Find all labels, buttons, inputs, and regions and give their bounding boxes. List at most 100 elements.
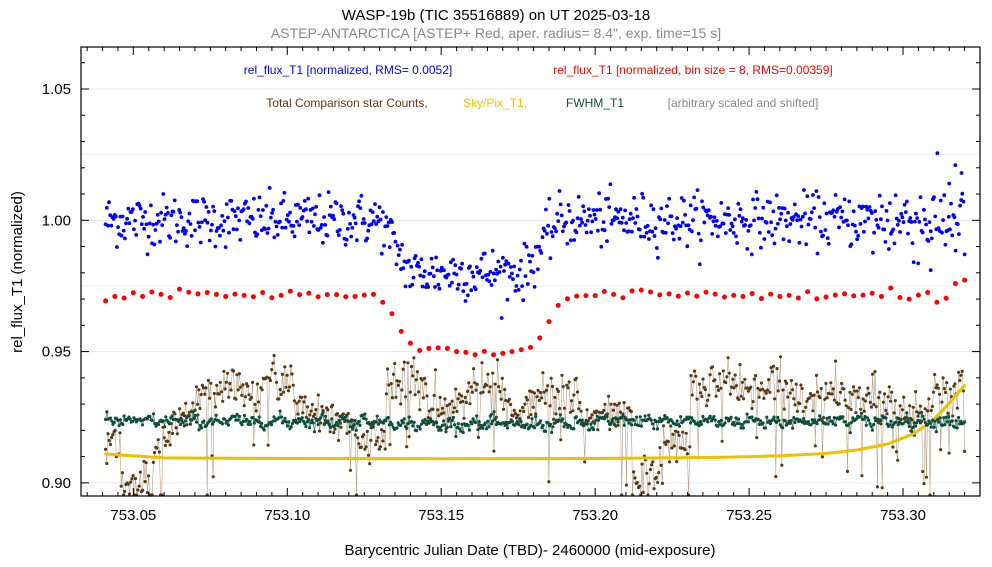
comparison-counts-point [609,402,613,406]
fwhm-point [910,429,914,433]
rel-flux-point [683,213,687,217]
comparison-counts-point [762,396,766,400]
comparison-counts-point [890,390,894,394]
fwhm-point [771,417,775,422]
fwhm-point [558,413,562,417]
rel-flux-point [813,225,818,230]
fwhm-point [739,426,743,430]
rel-flux-point [731,231,736,235]
fwhm-point [504,420,508,424]
rel-flux-point [401,266,406,270]
comparison-counts-point [218,380,222,384]
rel-flux-binned-point [934,299,940,305]
fwhm-point [926,423,930,427]
rel-flux-point [213,244,218,249]
rel-flux-point [362,221,367,225]
fwhm-point [585,422,589,426]
rel-flux-point [607,205,612,210]
comparison-counts-point [418,408,422,412]
comparison-counts-point [622,401,626,405]
comparison-counts-point [931,390,936,394]
rel-flux-point [453,263,458,268]
rel-flux-point [666,221,670,226]
rel-flux-point [670,231,675,236]
rel-flux-point [867,205,872,209]
comparison-counts-point [843,398,847,402]
rel-flux-point [209,228,213,233]
fwhm-point [870,428,875,432]
fwhm-point [241,419,245,424]
comparison-counts-point [448,402,452,406]
fwhm-point [360,413,365,417]
comparison-counts-point [534,412,538,416]
rel-flux-point [778,217,782,222]
rel-flux-point [567,209,572,213]
comparison-counts-point [242,404,246,408]
fwhm-point [942,416,946,420]
rel-flux-binned-point [925,290,931,296]
rel-flux-point [583,223,588,227]
rel-flux-point [854,229,858,234]
rel-flux-point [275,233,280,237]
rel-flux-point [942,193,947,198]
rel-flux-point [515,273,520,278]
chart-title: WASP-19b (TIC 35516889) on UT 2025-03-18 [342,7,651,24]
fwhm-point [330,417,334,421]
comparison-counts-point [348,468,353,472]
comparison-counts-point [252,443,256,447]
rel-flux-point [235,227,239,232]
comparison-counts-point [212,391,216,396]
comparison-counts-point [866,386,870,390]
fwhm-point [118,418,122,422]
fwhm-point [442,419,446,423]
fwhm-point [390,422,394,427]
rel-flux-point [398,247,402,252]
rel-flux-binned-point [601,288,607,294]
rel-flux-point [730,224,735,229]
comparison-counts-point [235,373,239,377]
fwhm-point [815,422,819,426]
rel-flux-point [141,215,145,219]
fwhm-point [354,428,358,432]
fwhm-point [717,420,721,424]
comparison-counts-point [937,392,942,396]
rel-flux-binned-point [805,289,811,295]
fwhm-point [180,418,184,422]
fwhm-point [895,416,899,420]
comparison-counts-point [488,385,492,389]
comparison-counts-point [679,446,684,450]
fwhm-point [322,422,326,426]
rel-flux-binned-point [398,328,404,334]
rel-flux-point [296,202,300,207]
rel-flux-point [349,234,354,239]
rel-flux-point [642,234,647,239]
rel-flux-point [565,241,570,246]
comparison-counts-point [461,399,465,404]
fwhm-point [772,415,776,419]
rel-flux-point [768,200,772,205]
comparison-counts-point [313,412,317,416]
rel-flux-point [162,217,167,222]
rel-flux-point [290,230,295,234]
comparison-counts-point [246,384,250,388]
rel-flux-point [450,280,454,285]
rel-flux-point [149,203,153,208]
fwhm-point [236,418,240,422]
comparison-counts-point [688,445,692,449]
rel-flux-binned-point [204,290,210,296]
rel-flux-binned-point [777,293,783,299]
comparison-counts-point [386,367,390,371]
rel-flux-point [282,190,287,195]
rel-flux-point [734,234,738,239]
fwhm-point [187,413,191,418]
comparison-counts-point [934,386,938,390]
rel-flux-binned-point [564,296,570,302]
comparison-counts-point [295,401,299,405]
fwhm-point [610,420,614,424]
rel-flux-point [257,195,262,200]
rel-flux-binned-point [213,291,219,297]
rel-flux-point [210,222,214,227]
rel-flux-point [172,198,177,203]
rel-flux-point [113,214,118,219]
comparison-counts-point [689,374,693,378]
